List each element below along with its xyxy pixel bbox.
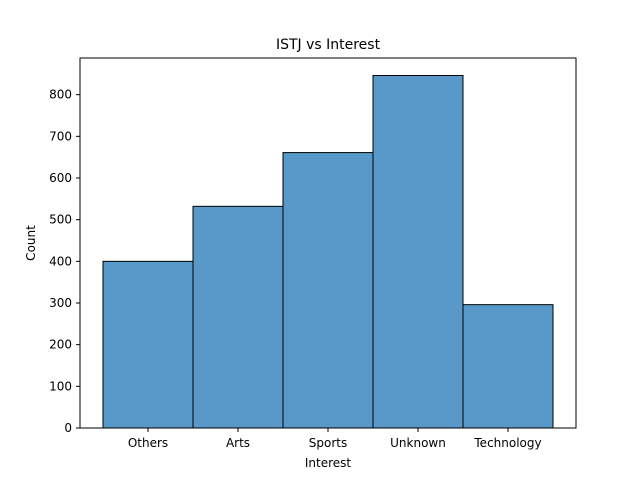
x-tick-label: Others: [128, 436, 168, 450]
y-tick-label: 500: [49, 213, 72, 227]
y-tick-label: 800: [49, 88, 72, 102]
y-axis: 0 100 200 300 400 500 600 700 800: [49, 88, 80, 435]
y-tick-label: 0: [64, 421, 72, 435]
x-tick-label: Unknown: [390, 436, 446, 450]
bar-technology: [462, 304, 554, 429]
bar-sports: [282, 152, 374, 429]
y-tick-label: 600: [49, 171, 72, 185]
y-tick-label: 100: [49, 379, 72, 393]
x-tick-label: Sports: [309, 436, 347, 450]
x-tick-label: Arts: [226, 436, 250, 450]
y-tick-label: 300: [49, 296, 72, 310]
bars: [102, 75, 554, 429]
bar-others: [102, 260, 194, 429]
y-axis-label: Count: [24, 225, 38, 261]
x-axis-label: Interest: [305, 456, 352, 470]
chart-title: ISTJ vs Interest: [276, 37, 381, 53]
y-tick-label: 400: [49, 254, 72, 268]
bar-arts: [192, 205, 284, 429]
y-tick-label: 200: [49, 338, 72, 352]
y-tick-label: 700: [49, 129, 72, 143]
x-axis: Others Arts Sports Unknown Technology: [128, 428, 542, 450]
x-tick-label: Technology: [473, 436, 541, 450]
bar-unknown: [372, 75, 464, 429]
